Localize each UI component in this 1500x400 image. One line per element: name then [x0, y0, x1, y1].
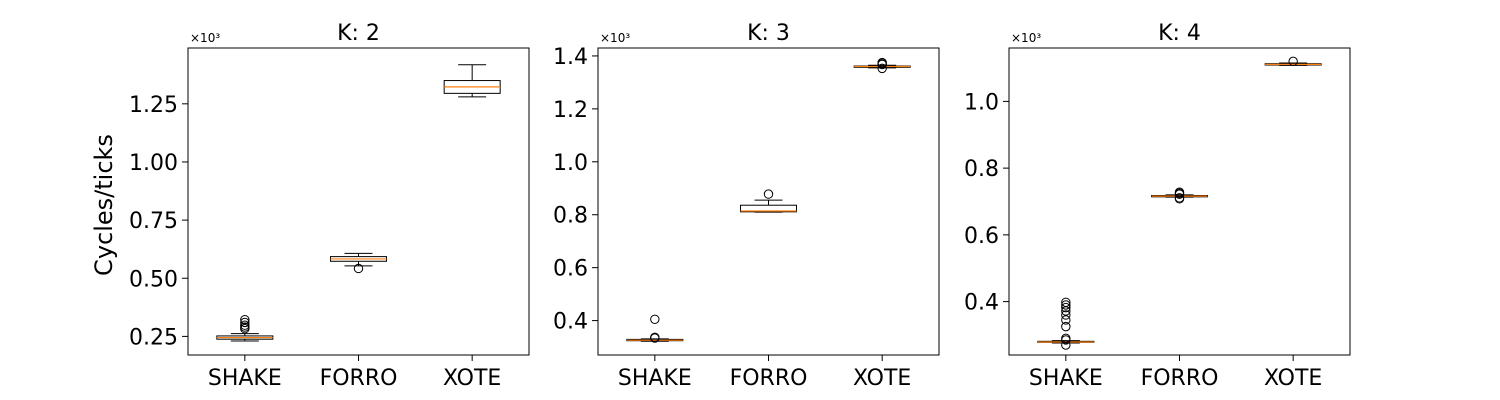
box-forro — [330, 252, 387, 274]
box-body — [740, 204, 797, 213]
outlier-point — [1061, 333, 1071, 344]
outlier-point — [763, 189, 774, 199]
y-tick-label: 1.25 — [129, 93, 178, 118]
box-shake — [1037, 297, 1095, 350]
x-tick-label: SHAKE — [618, 366, 692, 391]
y-tick-label: 0.50 — [129, 267, 178, 292]
x-tick-label: FORRO — [320, 366, 398, 391]
outlier-point — [1061, 310, 1071, 320]
y-tick-label: 0.8 — [964, 157, 999, 182]
y-tick-label: 0.6 — [553, 257, 588, 282]
plot-frame — [187, 47, 530, 356]
outlier-point — [1061, 340, 1071, 350]
chart-panel-3: K: 4 ×10³ 0.4 0.6 0.8 1.0 SHAKE FORRO XOTE — [964, 21, 1351, 391]
outlier-point — [1174, 187, 1185, 197]
y-tick-label: 1.0 — [553, 151, 588, 176]
x-tick-label: SHAKE — [208, 366, 282, 391]
y-multiplier-label: ×10³ — [600, 31, 630, 45]
outlier-point — [1061, 315, 1071, 325]
x-tick-label: FORRO — [1141, 366, 1219, 391]
y-tick-label: 0.25 — [129, 325, 178, 350]
outlier-point — [877, 63, 887, 74]
box-xote — [1264, 56, 1322, 67]
box-xote — [853, 57, 911, 74]
box-forro — [1151, 187, 1208, 204]
y-multiplier-label: ×10³ — [190, 31, 220, 45]
x-tick-label: XOTE — [1264, 366, 1322, 391]
x-tick-label: XOTE — [853, 366, 911, 391]
y-tick-label: 0.6 — [964, 224, 999, 249]
outlier-point — [650, 314, 660, 324]
outlier-point — [1061, 321, 1071, 332]
outlier-point — [240, 314, 250, 325]
y-tick-label: 1.00 — [129, 151, 178, 176]
y-tick-label: 0.4 — [553, 310, 588, 335]
box-shake — [216, 314, 274, 342]
outlier-point — [1061, 300, 1071, 310]
plot-frame — [1008, 47, 1351, 356]
chart-panel-1: K: 2 ×10³ 0.25 0.50 0.75 1.00 1.25 SHAKE FORRO XO… — [129, 21, 530, 391]
y-multiplier-label: ×10³ — [1011, 31, 1041, 45]
outlier-point — [240, 317, 250, 328]
box-xote — [443, 64, 501, 98]
x-tick-label: SHAKE — [1029, 366, 1103, 391]
y-tick-label: 1.4 — [553, 45, 588, 70]
y-tick-label: 0.4 — [964, 291, 999, 316]
outlier-point — [353, 263, 364, 274]
y-tick-label: 1.0 — [964, 90, 999, 115]
y-tick-label: 0.8 — [553, 204, 588, 229]
x-tick-label: XOTE — [443, 366, 501, 391]
outlier-point — [1061, 302, 1071, 313]
outlier-point — [1174, 193, 1185, 203]
plot-frame — [597, 47, 940, 356]
chart-title: K: 4 — [1158, 21, 1201, 46]
chart-panels: K: 2 ×10³ 0.25 0.50 0.75 1.00 1.25 SHAKE FORRO XO… — [129, 21, 1351, 391]
chart-title: K: 3 — [747, 21, 790, 46]
box-forro — [740, 189, 797, 213]
box-shake — [626, 314, 684, 343]
x-tick-label: FORRO — [730, 366, 808, 391]
outlier-point — [650, 332, 660, 342]
outlier-point — [1288, 56, 1298, 67]
chart-panel-2: K: 3 ×10³ 0.4 0.6 0.8 1.0 1.2 1.4 SHAKE FORRO XOTE — [553, 21, 940, 391]
outlier-point — [877, 57, 887, 68]
outlier-point — [240, 320, 250, 330]
y-tick-label: 0.75 — [129, 209, 178, 234]
y-tick-label: 1.2 — [553, 98, 588, 123]
outlier-point — [1061, 297, 1071, 307]
y-axis-label: Cycles/ticks — [90, 134, 118, 276]
chart-title: K: 2 — [337, 21, 380, 46]
